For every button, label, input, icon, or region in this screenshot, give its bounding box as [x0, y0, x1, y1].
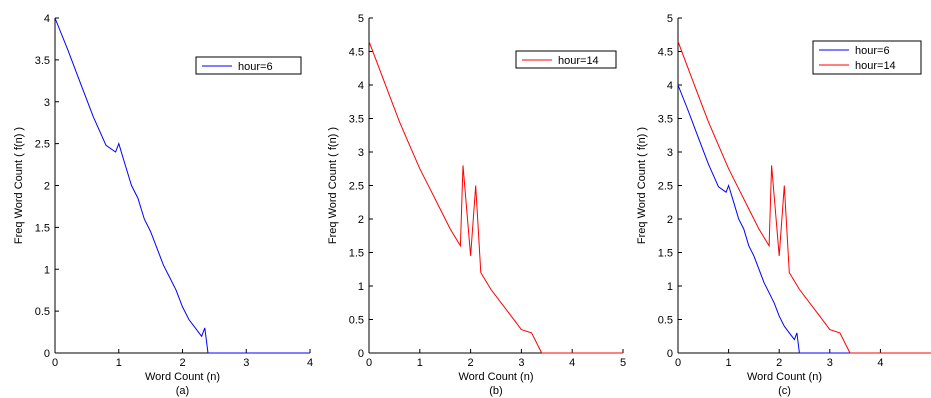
x-tick-label: 1 [116, 357, 122, 369]
y-tick-label: 0.5 [658, 315, 673, 327]
panel-label: (c) [778, 385, 791, 397]
y-tick-label: 4 [358, 80, 364, 92]
x-axis-label: Word Count (n) [747, 371, 822, 383]
x-tick-label: 0 [52, 357, 58, 369]
x-tick-label: 1 [726, 357, 732, 369]
x-tick-label: 1 [417, 357, 423, 369]
legend-entry: hour=14 [855, 60, 896, 72]
y-tick-label: 0.5 [35, 306, 50, 318]
y-tick-label: 0 [358, 348, 364, 360]
legend-box [515, 50, 617, 69]
panel-label: (b) [489, 385, 502, 397]
panel-label: (a) [176, 385, 189, 397]
y-tick-label: 1.5 [658, 248, 673, 260]
series-line-hour=14 [368, 41, 543, 354]
y-tick-label: 2 [358, 214, 364, 226]
y-tick-label: 4.5 [349, 47, 364, 59]
legend: hour=14 [515, 50, 617, 69]
series-line-hour=6 [54, 17, 209, 354]
legend-entry: hour=6 [855, 45, 890, 57]
y-tick-label: 0.5 [349, 315, 364, 327]
y-tick-label: 0 [44, 348, 50, 360]
y-tick-label: 1.5 [35, 222, 50, 234]
y-axis-label: Freq Word Count ( f(n) ) [13, 127, 25, 244]
y-tick-label: 3 [667, 147, 673, 159]
y-tick-label: 0 [667, 348, 673, 360]
x-axis-label: Word Count (n) [145, 371, 220, 383]
y-tick-label: 3.5 [349, 114, 364, 126]
x-tick-label: 3 [518, 357, 524, 369]
legend: hour=6 [195, 56, 302, 75]
x-tick-label: 2 [468, 357, 474, 369]
y-tick-label: 3.5 [35, 55, 50, 67]
y-tick-label: 5 [358, 13, 364, 25]
series-line-hour=14 [677, 41, 851, 354]
x-tick-label: 3 [827, 357, 833, 369]
x-tick-label: 3 [243, 357, 249, 369]
y-tick-label: 1 [358, 281, 364, 293]
legend-box [195, 56, 302, 75]
y-tick-label: 4.5 [658, 47, 673, 59]
x-tick-label: 4 [569, 357, 575, 369]
x-tick-label: 2 [776, 357, 782, 369]
x-tick-label: 0 [366, 357, 372, 369]
y-tick-label: 5 [667, 13, 673, 25]
y-axis-label: Freq Word Count ( f(n) ) [327, 127, 339, 244]
x-tick-label: 4 [307, 357, 313, 369]
series-line-hour=6 [677, 84, 800, 354]
x-tick-label: 2 [179, 357, 185, 369]
y-tick-label: 2.5 [349, 181, 364, 193]
x-axis-label: Word Count (n) [459, 371, 534, 383]
legend-box [812, 40, 922, 75]
y-tick-label: 1 [44, 264, 50, 276]
y-tick-label: 4 [44, 13, 50, 25]
y-tick-label: 1 [667, 281, 673, 293]
y-tick-label: 3 [358, 147, 364, 159]
chart-panel-1: 0 0.5 1 1.5 2 2.5 3 3.5 4 0 1 2 3 4 Word Count (n) (a) F… [13, 13, 313, 397]
y-tick-label: 2.5 [658, 181, 673, 193]
y-tick-label: 2 [44, 181, 50, 193]
chart-panel-2: 0 0.5 1 1.5 2 2.5 3 3.5 4 4.5 5 0 1 2 3 4 5 Word Count (n… [327, 13, 626, 397]
y-tick-label: 1.5 [349, 248, 364, 260]
y-axis-label: Freq Word Count ( f(n) ) [636, 127, 648, 244]
y-tick-label: 3.5 [658, 114, 673, 126]
x-tick-label: 5 [620, 357, 626, 369]
legend-entry: hour=6 [238, 61, 273, 73]
legend: hour=6 hour=14 [812, 40, 922, 75]
legend-entry: hour=14 [558, 55, 599, 67]
y-tick-label: 3 [44, 97, 50, 109]
x-tick-label: 0 [675, 357, 681, 369]
y-tick-label: 4 [667, 80, 673, 92]
y-tick-label: 2.5 [35, 139, 50, 151]
x-tick-label: 4 [877, 357, 883, 369]
chart-panel-3: 0 0.5 1 1.5 2 2.5 3 3.5 4 4.5 5 0 1 2 3 4 Word Count (n)… [636, 13, 931, 397]
y-tick-label: 2 [667, 214, 673, 226]
